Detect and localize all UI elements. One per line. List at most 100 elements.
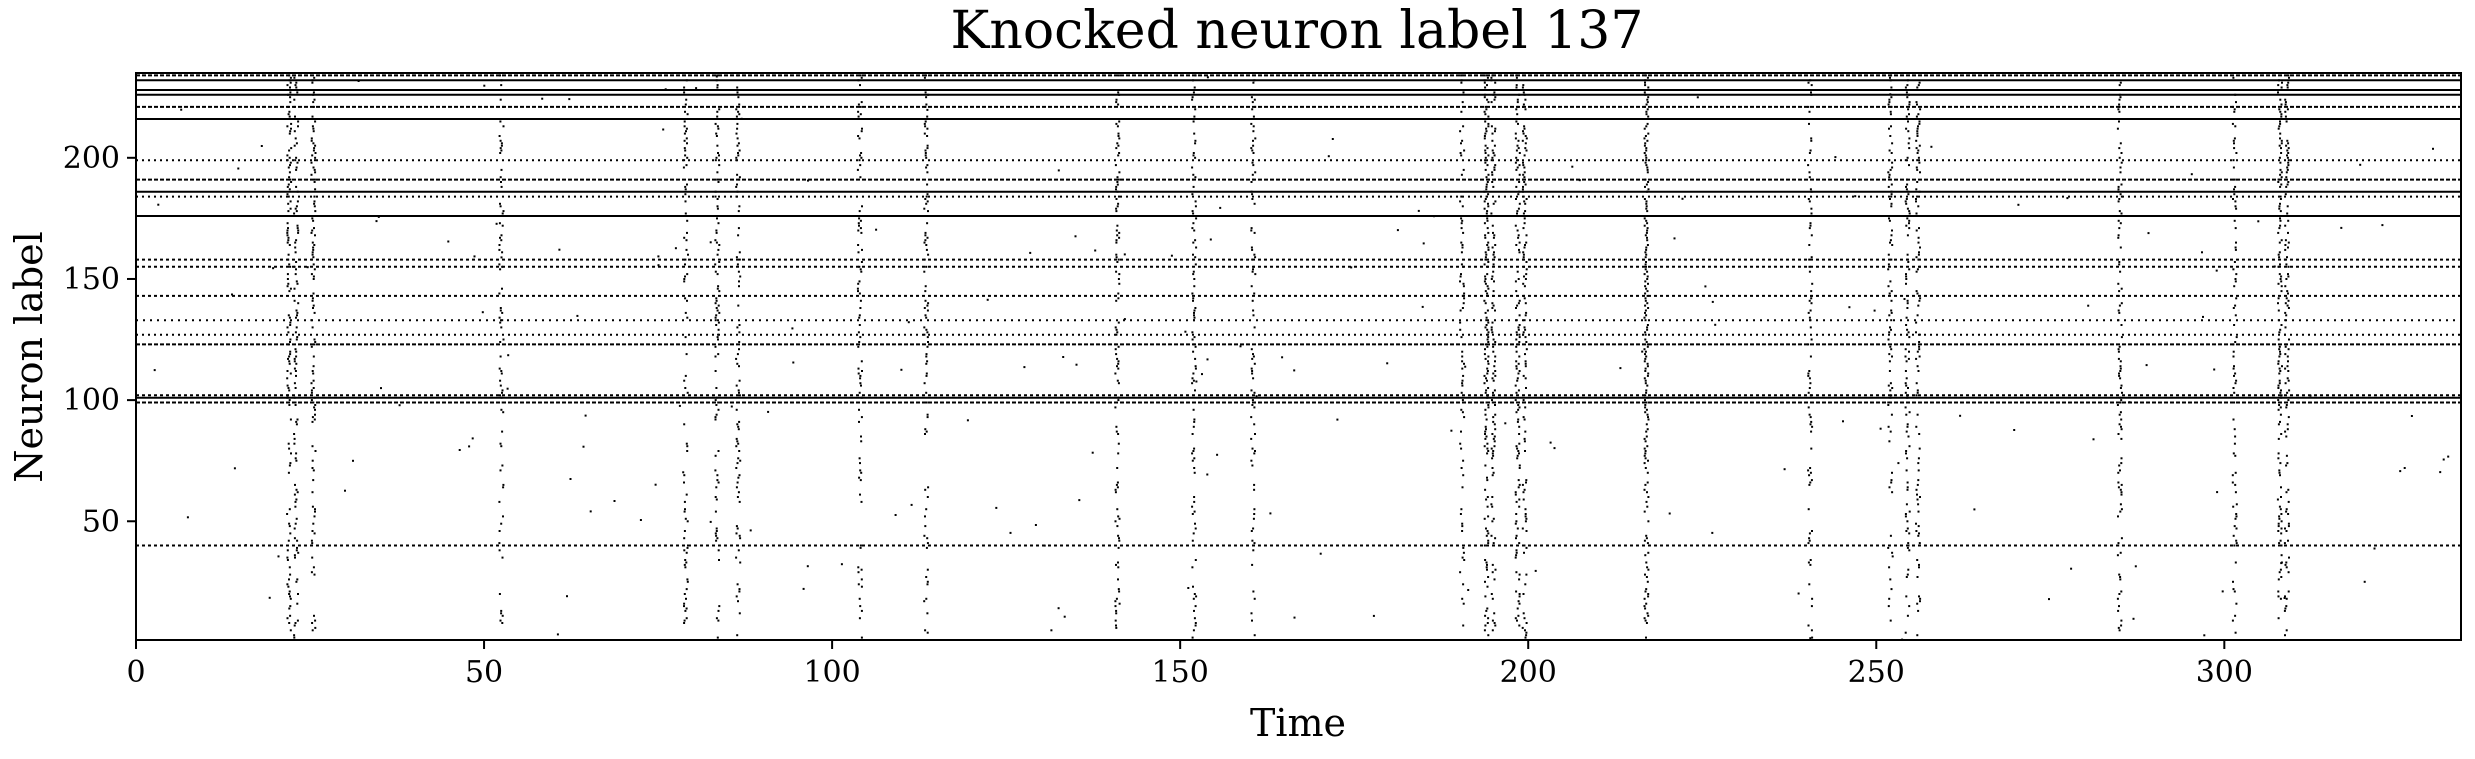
spike-mark: [2232, 367, 2235, 370]
spike-mark: [715, 231, 718, 234]
spike-mark: [1645, 500, 1648, 503]
spike-mark: [1483, 190, 1486, 193]
spike-mark: [737, 304, 740, 307]
spike-mark: [1522, 195, 1525, 198]
spike-mark: [714, 263, 717, 266]
spike-mark: [1917, 156, 1920, 159]
spike-mark: [2120, 624, 2123, 627]
spike-mark: [1918, 595, 1920, 598]
spike-mark: [1517, 450, 1520, 452]
spike-mark: [1459, 309, 1462, 312]
spike-mark: [499, 379, 502, 382]
spike-mark: [1486, 505, 1489, 508]
spike-mark: [1516, 270, 1519, 273]
spike-mark: [311, 253, 314, 256]
spike-mark: [1252, 178, 1255, 181]
spike-mark: [2287, 500, 2290, 503]
spike-mark: [313, 418, 316, 421]
spike-mark: [1919, 246, 1921, 249]
spike-mark: [312, 127, 315, 130]
spike-mark: [498, 530, 501, 532]
spike-mark: [2233, 188, 2235, 191]
spike-mark: [294, 331, 297, 334]
spike-mark: [1459, 442, 1462, 445]
spike-mark: [2287, 416, 2290, 419]
spike-mark: [313, 181, 316, 183]
spike-mark: [2286, 256, 2288, 259]
spike-mark: [1252, 139, 1254, 142]
spike-mark: [296, 314, 298, 317]
spike-mark: [1493, 98, 1496, 101]
spike-mark: [2280, 86, 2283, 89]
spike-mark: [2118, 374, 2121, 377]
spike-mark: [2279, 185, 2282, 188]
spike-mark: [287, 253, 290, 256]
spike-mark: [1518, 425, 1521, 428]
spike-mark: [2340, 226, 2343, 229]
spike-mark: [2235, 297, 2238, 300]
spike-mark: [499, 341, 502, 343]
spike-mark: [1484, 311, 1487, 314]
spike-mark: [1644, 178, 1647, 181]
spike-mark: [1462, 374, 1465, 377]
spike-mark: [501, 287, 503, 290]
spike-mark: [1808, 171, 1811, 174]
spike-mark: [1917, 113, 1920, 116]
spike-mark: [295, 423, 298, 426]
spike-mark: [683, 537, 686, 540]
spike-mark: [2285, 435, 2288, 438]
spike-mark: [2278, 367, 2281, 370]
spike-mark: [1250, 122, 1253, 125]
spike-mark: [289, 353, 292, 356]
spike-mark: [1646, 275, 1649, 278]
spike-mark: [1647, 418, 1650, 421]
spike-mark: [1115, 101, 1118, 104]
spike-mark: [738, 348, 740, 351]
spike-mark: [380, 387, 382, 390]
spike-mark: [501, 265, 504, 268]
spike-mark: [1251, 447, 1254, 450]
spike-mark: [1525, 631, 1528, 634]
spike-mark: [294, 500, 297, 503]
spike-mark: [286, 154, 289, 157]
spike-mark: [1889, 79, 1892, 82]
spike-mark: [736, 462, 739, 465]
spike-mark: [738, 285, 740, 288]
spike-mark: [1252, 130, 1255, 133]
spike-mark: [1250, 227, 1253, 230]
spike-mark: [857, 135, 860, 137]
spike-mark: [739, 459, 742, 462]
spike-mark: [1647, 132, 1650, 135]
spike-mark: [1193, 311, 1195, 314]
spike-mark: [1905, 530, 1908, 532]
spike-mark: [1269, 512, 1272, 515]
spike-mark: [288, 607, 291, 610]
spike-mark: [1524, 98, 1527, 101]
spike-mark: [1193, 420, 1196, 423]
spike-mark: [737, 425, 740, 428]
spike-mark: [1194, 142, 1197, 145]
spike-mark: [1644, 554, 1647, 557]
spike-mark: [288, 355, 291, 358]
spike-mark: [2279, 539, 2282, 542]
spike-mark: [1518, 578, 1521, 581]
spike-mark: [294, 159, 297, 162]
spike-mark: [1644, 350, 1647, 353]
spike-mark: [2287, 360, 2289, 363]
spike-mark: [1487, 294, 1489, 297]
spike-mark: [714, 532, 717, 535]
spike-mark: [1905, 576, 1908, 578]
spike-mark: [312, 256, 315, 259]
spike-mark: [1485, 253, 1488, 256]
spike-mark: [1115, 612, 1118, 615]
spike-mark: [1492, 294, 1494, 297]
spike-mark: [2118, 345, 2121, 348]
spike-mark: [1117, 442, 1120, 445]
spike-mark: [1486, 292, 1489, 295]
spike-mark: [1646, 580, 1649, 583]
spike-mark: [1074, 235, 1077, 238]
spike-mark: [313, 573, 316, 576]
spike-mark: [2233, 137, 2236, 140]
spike-mark: [1515, 551, 1518, 554]
spike-mark: [1118, 152, 1121, 154]
